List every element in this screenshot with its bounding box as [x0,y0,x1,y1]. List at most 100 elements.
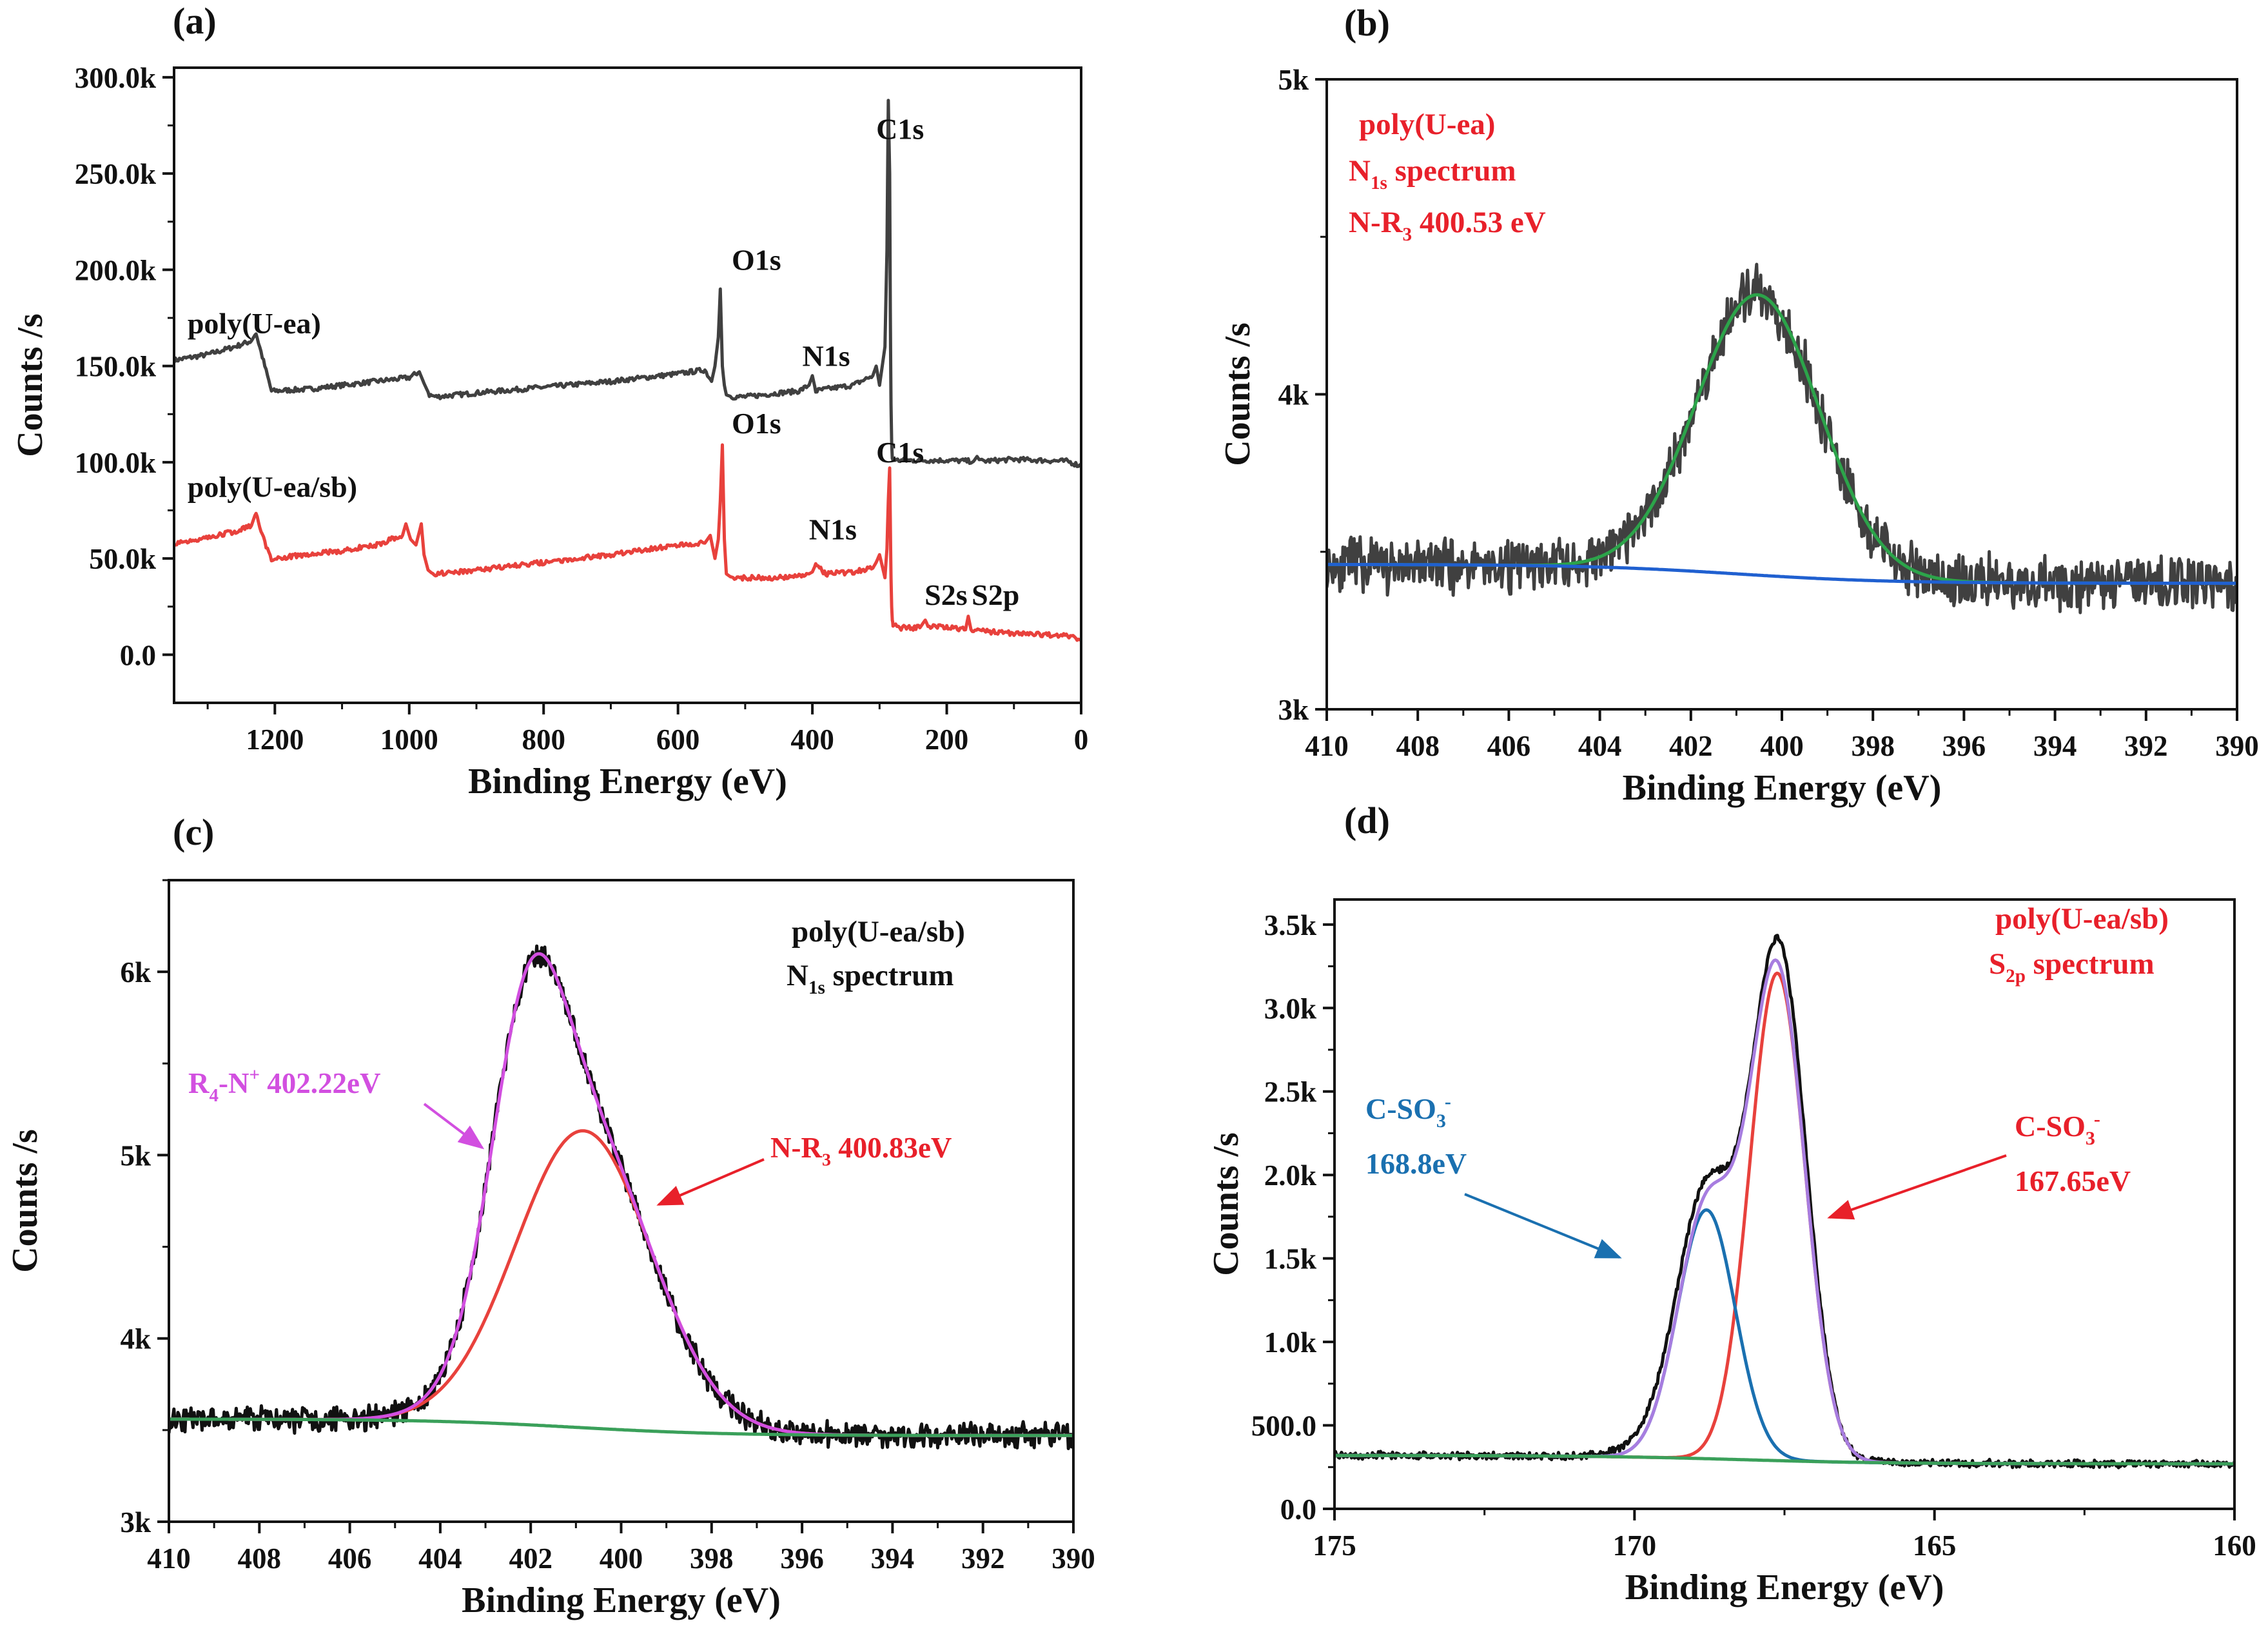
panel-label: (d) [1344,800,1390,841]
x-tick-label: 1000 [380,723,438,756]
x-axis-label: Binding Energy (eV) [1625,1568,1944,1607]
x-tick-label: 392 [961,1542,1005,1575]
x-tick-label: 410 [147,1542,191,1575]
y-tick-label: 5k [1278,64,1309,96]
panel-a: (a) 1200 1000 800 600 400 200 0 0.0 50.0k 100.0k 15… [10,0,1088,801]
y-tick-label: 50.0k [89,543,156,575]
x-tick-label: 406 [328,1542,372,1575]
y-axis-label: Counts /s [1206,1132,1246,1276]
x-tick-label: 394 [871,1542,915,1575]
series-n-r3 [169,1129,1073,1437]
x-tick-label: 408 [1396,730,1440,762]
y-axis-label: Counts /s [1218,322,1258,466]
spectrum-label: N1s spectrum [787,959,954,998]
x-tick-label: 400 [790,723,834,756]
x-tick-label: 406 [1487,730,1531,762]
y-tick-label: 1.5k [1264,1243,1316,1275]
x-tick-label: 408 [238,1542,282,1575]
x-tick-label: 398 [1851,730,1895,762]
plot-frame [173,66,1082,704]
series-background [1327,562,2237,585]
y-tick-label: 250.0k [75,158,156,190]
series-background [1334,1453,2234,1466]
peak-label: S2p [972,578,1019,611]
x-tick-label: 402 [509,1542,552,1575]
series-fit [1327,293,2237,585]
y-tick-label: 3.5k [1264,909,1316,941]
y-tick-label: 2.5k [1264,1076,1316,1108]
peak-assignment-167-energy: 167.65eV [2015,1165,2131,1197]
y-tick-label: 0.0 [1280,1493,1316,1526]
arrow [423,1103,485,1150]
y-tick-label: 2.0k [1264,1159,1316,1192]
y-tick-label: 150.0k [75,351,156,383]
x-tick-label: 404 [418,1542,462,1575]
x-tick-label: 165 [1913,1529,1957,1562]
y-tick-label: 5k [120,1139,151,1172]
series-r4-n- [169,952,1073,1437]
peak-label: O1s [732,243,781,276]
x-tick-label: 400 [600,1542,643,1575]
x-tick-label: 402 [1669,730,1713,762]
arrow [656,1158,765,1206]
peak-assignment-168-energy: 168.8eV [1365,1147,1467,1180]
panel-label: (a) [173,0,217,42]
y-tick-label: 3k [1278,694,1309,726]
x-tick-label: 800 [522,723,565,756]
y-tick-label: 4k [1278,379,1309,411]
panel-label: (b) [1344,2,1390,44]
x-tick-label: 396 [780,1542,824,1575]
series-poly-u-ea-sb- [174,443,1081,642]
peak-assignment-168: C-SO3- [1365,1091,1451,1132]
panel-b: (b) 410 408 406 404 402 400 398 396 394 392 390 3k 4k… [1218,2,2259,808]
series-raw [1334,934,2234,1470]
peak-label: C1s [876,436,924,469]
series-raw [1327,262,2237,614]
x-tick-label: 398 [690,1542,734,1575]
x-tick-label: 0 [1074,723,1089,756]
peak-assignment-label: N-R3 400.53 eV [1349,206,1546,245]
y-tick-label: 0.0 [120,639,156,671]
x-tick-label: 200 [925,723,969,756]
series-background [169,1417,1073,1437]
x-tick-label: 390 [2215,730,2259,762]
peak-label: O1s [732,407,781,440]
x-tick-label: 396 [1942,730,1986,762]
peak-label: N1s [809,513,857,546]
x-tick-label: 175 [1313,1529,1356,1562]
series-c-so3-167-65ev [1334,971,2234,1466]
x-tick-label: 170 [1613,1529,1657,1562]
series-poly-u-ea- [174,99,1081,468]
sample-label: poly(U-ea/sb) [1995,902,2169,936]
y-tick-label: 6k [120,956,151,988]
panel-c: (c) 410 408 406 404 402 400 398 396 394 392 390 3k 4k… [5,811,1095,1620]
y-tick-label: 500.0 [1251,1410,1316,1442]
x-tick-label: 390 [1051,1542,1095,1575]
y-tick-label: 1.0k [1264,1326,1316,1359]
x-tick-label: 400 [1760,730,1804,762]
y-tick-label: 200.0k [75,254,156,286]
peak-label: C1s [876,112,924,145]
y-tick-label: 3.0k [1264,992,1316,1025]
arrow [1464,1193,1622,1259]
x-tick-label: 392 [2124,730,2168,762]
series-c-so3-168-8ev [1334,1208,2234,1466]
x-tick-label: 394 [2033,730,2077,762]
peak-assignment-r4n: R4-N+ 402.22eV [188,1065,381,1106]
spectrum-label: S2p spectrum [1989,947,2155,987]
y-tick-label: 4k [120,1323,151,1355]
x-axis-label: Binding Energy (eV) [468,762,787,801]
peak-assignment-167: C-SO3- [2015,1108,2100,1149]
y-axis-label: Counts /s [10,313,50,457]
series-raw [169,944,1073,1450]
arrow [1827,1154,2007,1220]
panel-d: (d) 175 170 165 160 0.0 500.0 1.0k 1.5k 2.0k 2.5k 3… [1206,800,2256,1607]
sample-label: poly(U-ea) [1359,108,1495,141]
y-tick-label: 3k [120,1506,151,1539]
x-tick-label: 404 [1578,730,1622,762]
sample-label: poly(U-ea/sb) [792,915,965,949]
spectrum-label: N1s spectrum [1349,154,1516,193]
peak-label: N1s [802,340,850,373]
peak-assignment-nr3: N-R3 400.83eV [770,1132,952,1170]
panel-label: (c) [173,811,214,853]
